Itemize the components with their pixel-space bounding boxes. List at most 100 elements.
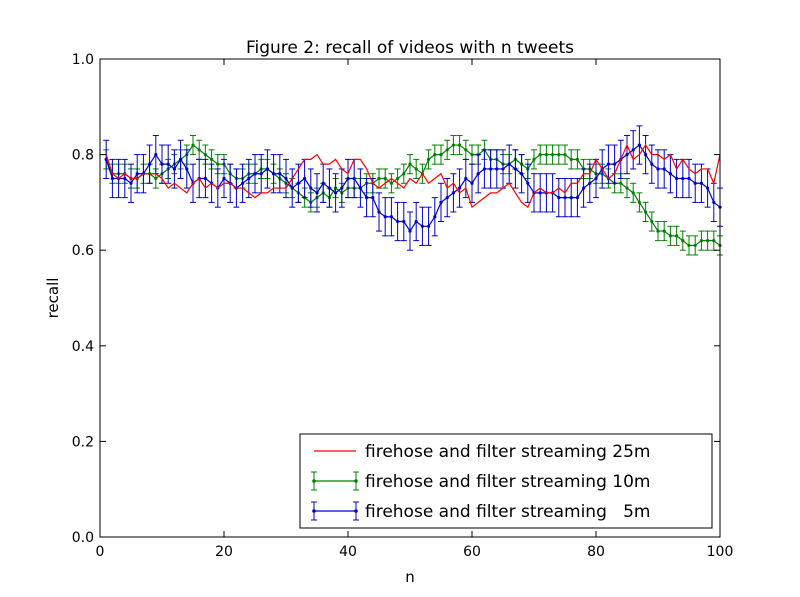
series-line <box>105 144 721 247</box>
data-point <box>284 176 288 181</box>
data-point <box>637 200 642 204</box>
data-point <box>675 234 679 238</box>
series-line <box>105 144 721 233</box>
x-tick-label: 0 <box>96 544 105 560</box>
data-point <box>383 215 387 219</box>
data-point <box>265 167 269 171</box>
data-point <box>501 167 505 171</box>
data-point <box>582 186 586 190</box>
data-point <box>637 143 642 147</box>
data-point <box>625 186 629 190</box>
data-point <box>110 176 114 181</box>
data-point <box>650 162 654 166</box>
data-point <box>303 176 307 181</box>
data-point <box>365 196 369 200</box>
data-point <box>427 224 431 228</box>
data-point <box>681 176 685 181</box>
data-point <box>675 176 679 181</box>
data-point <box>569 157 573 161</box>
data-point <box>650 219 654 224</box>
data-point <box>389 215 393 219</box>
data-point <box>191 143 195 147</box>
data-point <box>451 143 455 147</box>
y-tick-label: 0.8 <box>72 148 94 164</box>
data-point <box>216 162 220 166</box>
data-point <box>706 186 710 190</box>
y-tick-label: 0.0 <box>72 530 94 546</box>
legend-item: firehose and filter streaming 10m <box>311 471 650 492</box>
data-point <box>241 181 245 185</box>
data-point <box>253 172 257 176</box>
data-point <box>179 157 183 161</box>
data-point <box>662 167 666 171</box>
data-point <box>631 191 635 195</box>
data-point <box>396 219 400 224</box>
data-point <box>123 176 127 181</box>
data-point <box>445 148 449 152</box>
data-point <box>172 167 176 171</box>
data-point <box>377 176 381 181</box>
legend-label: firehose and filter streaming 10m <box>365 472 650 492</box>
data-point <box>668 172 673 176</box>
data-point <box>427 157 431 161</box>
x-tick-label: 20 <box>215 544 233 560</box>
data-point <box>563 196 567 200</box>
data-point <box>668 234 673 238</box>
data-point <box>377 210 381 214</box>
data-point <box>619 181 623 185</box>
data-point <box>203 153 207 157</box>
legend-item: firehose and filter streaming 25m <box>314 442 650 462</box>
data-point <box>687 176 691 181</box>
data-point <box>408 229 412 233</box>
data-point <box>644 153 648 157</box>
data-point <box>451 191 455 195</box>
x-axis-label: n <box>405 568 415 586</box>
data-point <box>154 176 158 181</box>
data-point <box>197 148 201 152</box>
data-point <box>371 196 375 200</box>
data-point <box>625 153 629 157</box>
data-point <box>563 153 567 157</box>
data-point <box>203 176 207 181</box>
data-point <box>656 229 660 233</box>
series-1 <box>105 143 721 209</box>
data-point <box>507 162 511 166</box>
data-point <box>278 172 282 176</box>
data-point <box>272 172 276 176</box>
data-point <box>470 153 474 157</box>
legend-label: firehose and filter streaming 25m <box>365 442 650 462</box>
data-point <box>315 191 319 195</box>
data-point <box>706 239 710 243</box>
data-point <box>340 186 344 190</box>
data-point <box>402 219 406 224</box>
x-tick-label: 80 <box>587 544 605 560</box>
y-tick-label: 0.6 <box>72 243 94 259</box>
legend-box <box>299 433 713 529</box>
data-point <box>247 176 251 181</box>
data-point <box>538 153 542 157</box>
data-point <box>470 181 474 185</box>
data-point <box>414 219 418 224</box>
data-point <box>588 181 592 185</box>
data-point <box>687 243 691 248</box>
data-point <box>352 176 356 181</box>
data-point <box>396 176 400 181</box>
data-point <box>520 172 524 176</box>
data-point <box>712 239 716 243</box>
data-point <box>575 157 580 161</box>
data-point <box>544 153 549 157</box>
data-point <box>513 167 518 171</box>
data-point <box>414 167 418 171</box>
data-point <box>129 181 133 185</box>
data-point <box>495 167 499 171</box>
legend-label: firehose and filter streaming 5m <box>365 502 650 522</box>
data-point <box>334 191 338 195</box>
data-point <box>606 162 611 166</box>
data-point <box>358 186 362 190</box>
data-point <box>389 181 393 185</box>
data-point <box>693 243 697 248</box>
data-point <box>613 162 617 166</box>
data-point <box>296 181 300 185</box>
data-point <box>464 148 468 152</box>
data-point <box>458 186 462 190</box>
